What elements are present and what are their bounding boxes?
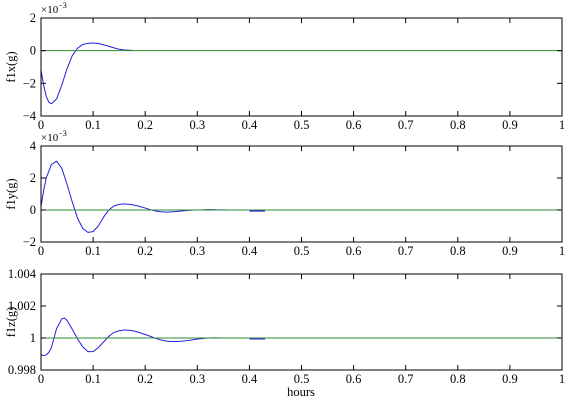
x-tick-label: 0.8 — [450, 244, 466, 258]
y-tick-label: 4 — [30, 139, 37, 153]
x-tick-label: 0 — [38, 372, 44, 386]
x-tick-label: 0.9 — [502, 372, 518, 386]
y-tick-label: 0 — [30, 44, 36, 58]
axis-exponent: ×10−3 — [41, 129, 67, 144]
signal-line — [40, 317, 229, 357]
x-tick-label: 0.6 — [346, 118, 362, 132]
x-tick-label: 0.1 — [85, 244, 101, 258]
x-tick-label: 1 — [559, 118, 565, 132]
y-axis-label: f1y(g) — [4, 178, 18, 209]
axis-exponent: ×10−3 — [41, 1, 67, 16]
x-tick-label: 0.8 — [450, 118, 466, 132]
x-tick-label: 0.2 — [137, 118, 153, 132]
signal-line — [40, 42, 133, 105]
axes-frame — [40, 17, 563, 117]
x-tick-label: 0.3 — [189, 372, 205, 386]
signal-line — [40, 160, 229, 233]
x-tick-label: 0.6 — [346, 372, 362, 386]
x-tick-label: 0 — [38, 118, 44, 132]
x-tick-label: 0.7 — [398, 372, 414, 386]
x-tick-label: 0.7 — [398, 118, 414, 132]
x-tick-label: 0.9 — [502, 244, 518, 258]
x-tick-label: 0.5 — [294, 244, 310, 258]
y-tick-label: −2 — [23, 235, 36, 249]
y-tick-label: −4 — [23, 109, 37, 123]
x-tick-label: 0 — [38, 244, 44, 258]
axes-frame — [40, 145, 563, 243]
x-tick-label: 1 — [559, 244, 565, 258]
x-tick-label: 0.9 — [502, 118, 518, 132]
x-tick-label: 0.4 — [242, 244, 258, 258]
x-tick-label: 0.8 — [450, 372, 466, 386]
panel-f1y: 0 0.1 0.2 0.3 0.4 0.5 0.6 0.7 0.8 0.9 1−2024f1y(g)… — [4, 129, 565, 258]
x-tick-label: 0.4 — [242, 118, 258, 132]
y-tick-label: 2 — [30, 171, 36, 185]
x-tick-label: 0.2 — [137, 372, 153, 386]
x-tick-label: 0.1 — [85, 372, 101, 386]
x-tick-label: 1 — [559, 372, 565, 386]
y-tick-label: 1 — [30, 331, 36, 345]
x-tick-label: 0.3 — [189, 244, 205, 258]
y-tick-label: −2 — [23, 76, 36, 90]
axes-frame — [40, 273, 563, 371]
x-tick-label: 0.2 — [137, 244, 153, 258]
y-tick-label: 0.998 — [8, 363, 36, 377]
x-tick-label: 0.3 — [189, 118, 205, 132]
x-axis-label: hours — [287, 385, 315, 399]
y-tick-label: 2 — [30, 11, 36, 25]
x-tick-label: 0.5 — [294, 118, 310, 132]
x-tick-label: 0.4 — [242, 372, 258, 386]
x-tick-label: 0.5 — [294, 372, 310, 386]
y-tick-label: 0 — [30, 203, 36, 217]
x-tick-label: 0.1 — [85, 118, 101, 132]
y-tick-label: 1.004 — [8, 267, 37, 281]
y-axis-label: f1x(g) — [4, 51, 18, 82]
panel-f1z: 0 0.1 0.2 0.3 0.4 0.5 0.6 0.7 0.8 0.9 1 0.998 1 1.002… — [4, 267, 565, 386]
panel-f1x: 0 0.1 0.2 0.3 0.4 0.5 0.6 0.7 0.8 0.9 1 −4 −2 0 2 f1x(g… — [4, 1, 565, 132]
y-axis-label: f1z(g) — [4, 307, 18, 338]
x-tick-label: 0.7 — [398, 244, 414, 258]
y-tick-label: 1.002 — [8, 299, 36, 313]
x-tick-label: 0.6 — [346, 244, 362, 258]
